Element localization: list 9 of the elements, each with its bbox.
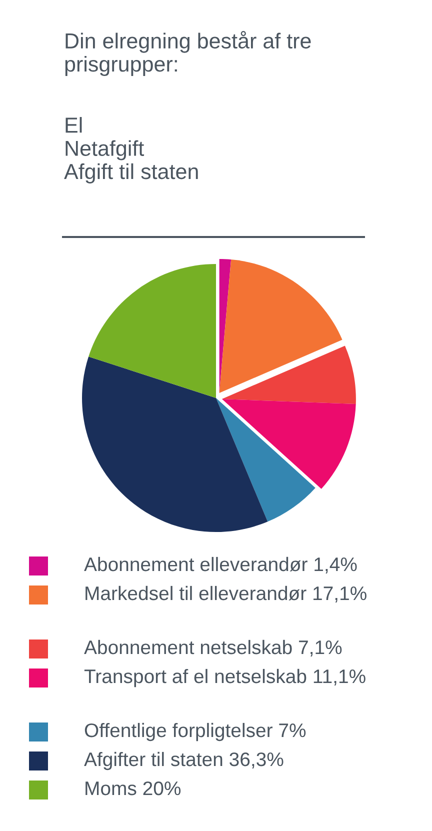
legend-label: Afgifter til staten 36,3% [84, 752, 284, 770]
legend-label: Abonnement netselskab 7,1% [84, 640, 342, 657]
chart-subtitle: El Netafgift Afgift til staten [64, 117, 198, 184]
legend-label: Offentlige forpligtelser 7% [84, 722, 306, 742]
legend-label: Moms 20% [86, 781, 181, 796]
legend-label: Transport af el netselskab 11,1% [84, 668, 366, 688]
legend-label: Markedsel til elleverandør 17,1% [86, 586, 366, 603]
legend-label: Abonnement elleverandør 1,4% [84, 556, 357, 574]
chart-title: Din elregning består af tre prisgrupper: [65, 31, 311, 76]
